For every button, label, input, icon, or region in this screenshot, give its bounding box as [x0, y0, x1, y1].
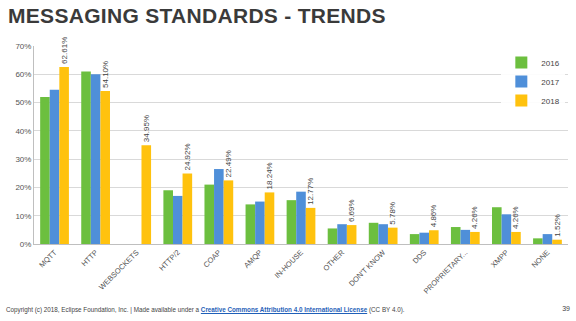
svg-text:40%: 40%	[15, 127, 31, 136]
svg-text:5.78%: 5.78%	[388, 202, 397, 225]
svg-text:24.92%: 24.92%	[183, 143, 192, 170]
svg-text:50%: 50%	[15, 98, 31, 107]
svg-text:10%: 10%	[15, 212, 31, 221]
svg-text:34.95%: 34.95%	[142, 115, 151, 142]
svg-text:COAP: COAP	[202, 248, 223, 269]
svg-text:XMPP: XMPP	[489, 248, 510, 269]
svg-text:12.77%: 12.77%	[306, 178, 315, 205]
svg-text:18.24%: 18.24%	[265, 162, 274, 189]
html-text:Copyright (c) 2018, Eclipse Fo: Copyright (c) 2018, Eclipse Foundation, …	[6, 306, 405, 313]
svg-text:OTHER: OTHER	[321, 248, 346, 273]
svg-text:22.49%: 22.49%	[224, 150, 233, 177]
svg-text:IN-HOUSE: IN-HOUSE	[273, 248, 305, 280]
svg-text:1.52%: 1.52%	[553, 214, 562, 237]
svg-text:DON'T KNOW: DON'T KNOW	[347, 247, 388, 288]
svg-text:62.61%: 62.61%	[60, 37, 69, 64]
svg-text:MQTT: MQTT	[37, 248, 59, 270]
svg-text:70%: 70%	[15, 42, 31, 51]
svg-text:2016: 2016	[541, 59, 559, 68]
svg-text:20%: 20%	[15, 183, 31, 192]
svg-text:HTTP/2: HTTP/2	[157, 248, 182, 273]
svg-text:HTTP: HTTP	[79, 248, 99, 268]
svg-text:WEBSOCKETS: WEBSOCKETS	[97, 248, 141, 292]
svg-text:54.10%: 54.10%	[101, 61, 110, 88]
svg-text:6.69%: 6.69%	[347, 199, 356, 222]
svg-text:AMQP: AMQP	[242, 248, 264, 270]
html-text:MESSAGING STANDARDS - TRENDS: MESSAGING STANDARDS - TRENDS	[8, 4, 386, 27]
html-text:39: 39	[562, 305, 570, 312]
svg-text:2018: 2018	[541, 97, 559, 106]
svg-text:DDS: DDS	[411, 248, 429, 266]
svg-text:NONE: NONE	[530, 248, 552, 270]
svg-text:PROPRIETARY...: PROPRIETARY...	[422, 248, 470, 296]
svg-text:4.26%: 4.26%	[470, 206, 479, 229]
svg-text:60%: 60%	[15, 70, 31, 79]
svg-text:30%: 30%	[15, 155, 31, 164]
svg-text:4.26%: 4.26%	[511, 206, 520, 229]
svg-text:0%: 0%	[20, 240, 32, 249]
svg-text:4.86%: 4.86%	[429, 205, 438, 228]
svg-text:2017: 2017	[541, 78, 559, 87]
